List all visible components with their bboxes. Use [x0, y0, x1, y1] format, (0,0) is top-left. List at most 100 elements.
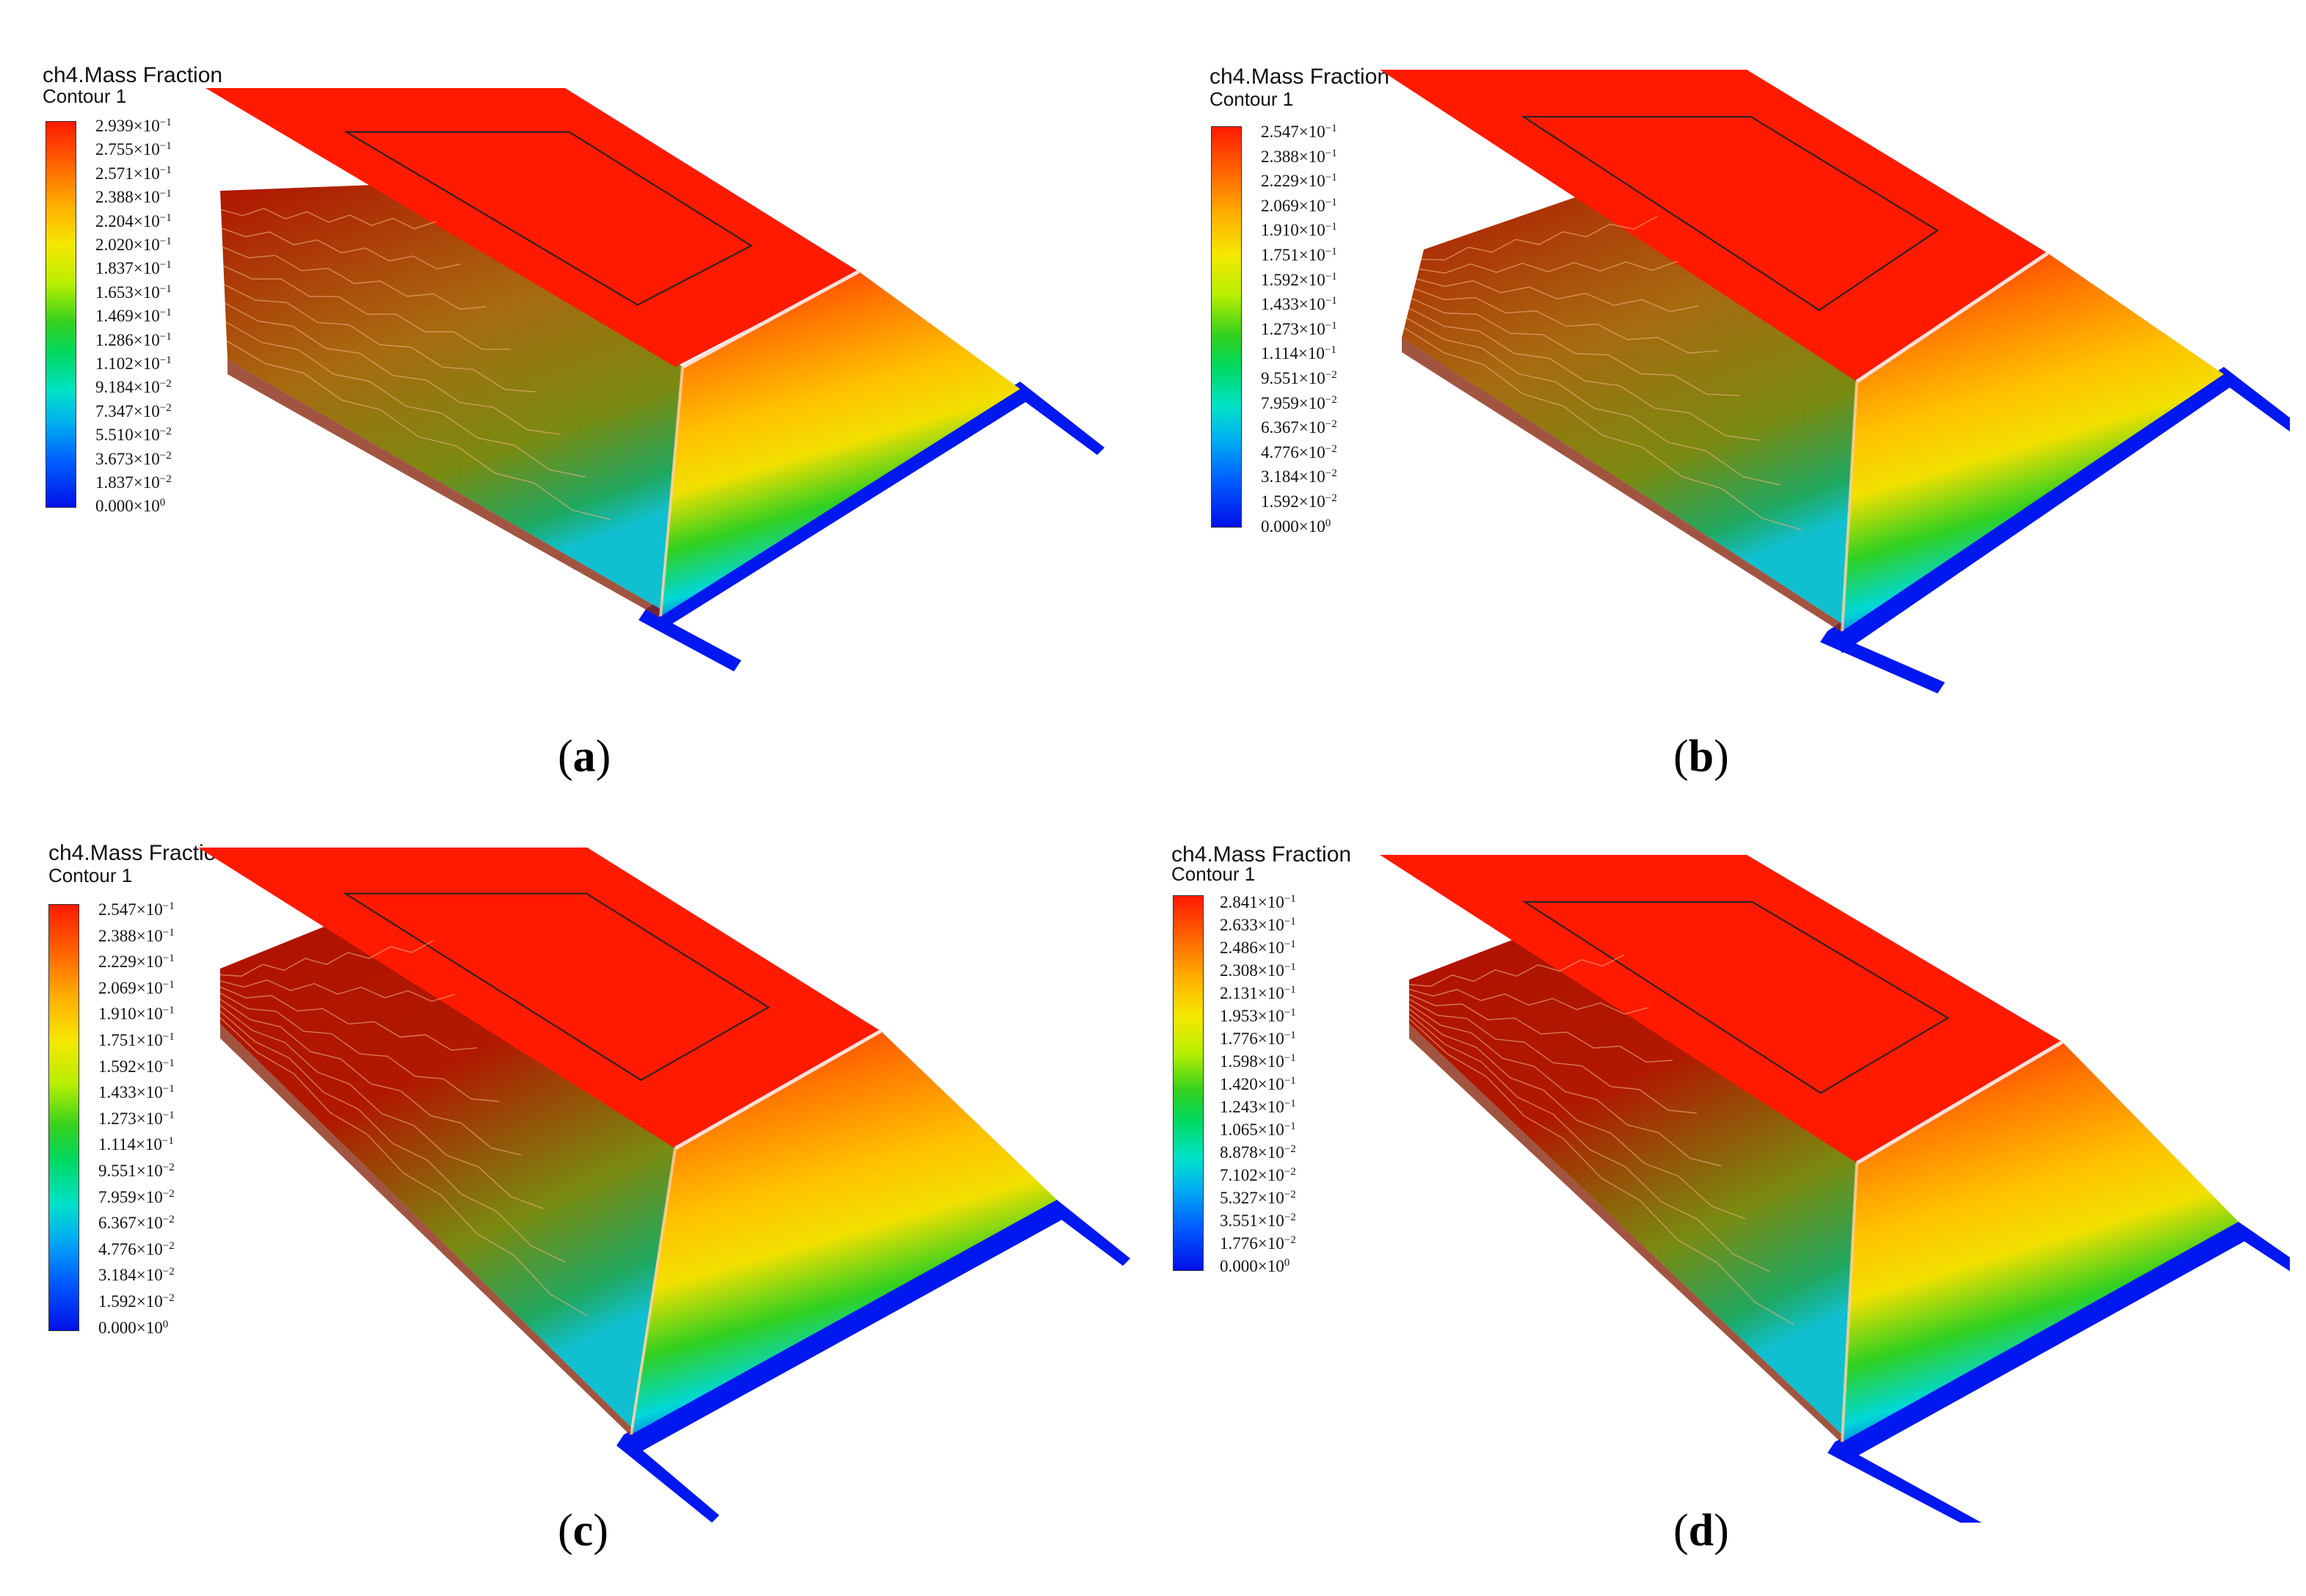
colorbar-tick-label: 1.751×10−1	[1261, 246, 1337, 264]
tick-mantissa: 2.633	[1220, 916, 1258, 934]
colorbar-tick-label: 1.953×10−1	[1220, 1007, 1296, 1025]
contour-line	[1408, 1018, 1794, 1325]
tick-mantissa: 1.953	[1220, 1007, 1258, 1025]
contour-line	[1408, 999, 1698, 1114]
caption-open-paren: (	[558, 1506, 573, 1556]
ridge-highlight	[1855, 251, 2049, 384]
tick-mantissa: 1.837	[95, 473, 134, 492]
tick-mantissa: 1.592	[98, 1057, 137, 1076]
tick-mantissa: 1.433	[1261, 295, 1299, 314]
tick-mantissa: 1.592	[1261, 270, 1299, 289]
tick-mantissa: 1.751	[98, 1031, 137, 1049]
tick-exponent: −2	[162, 1239, 175, 1252]
colorbar	[46, 121, 76, 508]
tick-exponent: −2	[1284, 1143, 1296, 1155]
tick-exponent: −1	[159, 236, 172, 247]
tick-exponent: −2	[159, 426, 172, 438]
tick-exponent: −1	[1325, 147, 1337, 159]
contour-scene-c	[198, 848, 1130, 1523]
colorbar-tick-label: 1.837×10−1	[95, 259, 172, 278]
contour-line	[219, 999, 522, 1156]
colorbar-tick-label: 1.273×10−1	[1261, 319, 1337, 338]
colorbar-tick-label: 2.633×10−1	[1220, 916, 1296, 934]
caption-close-paren: )	[1714, 732, 1729, 781]
contour-line	[1408, 1013, 1770, 1272]
tick-mantissa: 1.776	[1220, 1030, 1258, 1048]
tick-mantissa: 2.229	[1261, 172, 1299, 191]
left-sloped-face	[1409, 906, 1857, 1435]
tick-mantissa: 8.878	[1220, 1143, 1258, 1162]
tick-mantissa: 9.551	[1261, 369, 1299, 387]
inlet-channel	[1827, 367, 2238, 653]
contour-line	[224, 284, 537, 393]
inner-outline	[342, 892, 770, 1082]
tick-mantissa: 2.547	[98, 900, 137, 919]
tick-exponent: −1	[159, 211, 172, 224]
colorbar-tick-label: 2.069×10−1	[1261, 196, 1337, 215]
tick-exponent: −2	[1325, 393, 1337, 406]
colorbar-tick-label: 9.551×10−2	[98, 1162, 175, 1180]
contour-line	[220, 208, 437, 230]
colorbar-tick-label: 2.571×10−1	[95, 164, 172, 183]
tick-mantissa: 1.910	[98, 1005, 137, 1024]
tick-mantissa: 3.184	[98, 1266, 137, 1285]
tick-exponent: −1	[159, 140, 172, 153]
tick-exponent: −1	[1284, 984, 1296, 996]
caption-letter: a	[572, 732, 596, 781]
colorbar-tick-label: 6.367×10−2	[98, 1214, 175, 1233]
left-face-edge	[220, 1024, 631, 1436]
caption-close-paren: )	[1714, 1506, 1729, 1556]
top-face	[205, 88, 859, 367]
tick-mantissa: 2.069	[98, 978, 137, 997]
tick-exponent: 0	[1284, 1257, 1290, 1269]
colorbar-tick-label: 7.347×10−2	[95, 401, 172, 420]
tick-mantissa: 6.367	[1261, 418, 1299, 437]
caption-letter: c	[572, 1506, 594, 1556]
contour-line	[222, 246, 487, 310]
colorbar-tick-label: 2.020×10−1	[95, 236, 172, 254]
tick-exponent: −2	[1325, 369, 1337, 381]
tick-mantissa: 1.286	[95, 330, 134, 349]
tick-mantissa: 3.673	[95, 449, 134, 468]
tick-exponent: −1	[1325, 123, 1337, 134]
inlet-channel	[1835, 1222, 2253, 1460]
colorbar-tick-label: 1.286×10−1	[95, 330, 172, 349]
tick-exponent: −2	[162, 1292, 175, 1304]
colorbar-tick-label: 1.837×10−2	[95, 473, 172, 492]
colorbar-tick-label: 2.388×10−1	[98, 926, 175, 945]
tick-mantissa: 1.598	[1220, 1052, 1258, 1071]
colorbar	[48, 904, 79, 1331]
colorbar-tick-label: 7.959×10−2	[98, 1187, 175, 1206]
tick-exponent: −1	[1325, 295, 1337, 307]
colorbar-tick-label: 1.243×10−1	[1220, 1098, 1296, 1116]
contour-line	[1411, 297, 1740, 396]
colorbar-tick-label: 2.229×10−1	[1261, 172, 1337, 191]
panel-caption: (d)	[1673, 1508, 1729, 1553]
caption-open-paren: (	[1673, 732, 1689, 781]
ridge-edge	[1841, 381, 1858, 632]
tick-exponent: −1	[1284, 1030, 1296, 1041]
right-sloped-face	[631, 1031, 1057, 1435]
tick-mantissa: 1.837	[95, 259, 134, 278]
tick-mantissa: 1.102	[95, 354, 134, 373]
inner-outline	[343, 131, 753, 306]
tick-mantissa: 1.114	[98, 1135, 136, 1154]
contour-scene-b	[1380, 70, 2290, 693]
contour-line	[1408, 954, 1625, 987]
tick-exponent: −1	[159, 307, 172, 319]
tick-exponent: −2	[162, 1214, 175, 1226]
outlet-stub	[1827, 1442, 1982, 1523]
tick-mantissa: 2.388	[98, 926, 137, 945]
tick-mantissa: 0.000	[1261, 517, 1299, 536]
tick-exponent: −1	[162, 926, 175, 939]
tick-mantissa: 0.000	[95, 497, 134, 516]
colorbar-tick-label: 2.547×10−1	[1261, 123, 1337, 141]
inlet-channel	[624, 1200, 1072, 1453]
legend-title: ch4.Mass Fraction	[43, 63, 223, 87]
panel-caption: (c)	[558, 1508, 608, 1553]
colorbar-tick-label: 1.776×10−2	[1220, 1234, 1296, 1253]
right-sloped-face	[661, 272, 1020, 616]
colorbar-tick-label: 1.273×10−1	[98, 1109, 175, 1128]
legend-subtitle: Contour 1	[1210, 88, 1294, 110]
tick-exponent: −1	[1325, 246, 1337, 258]
